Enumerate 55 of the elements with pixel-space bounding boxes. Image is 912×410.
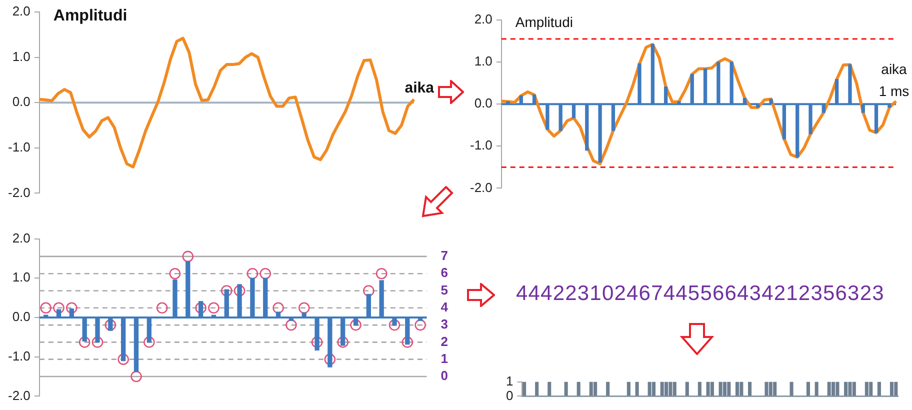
point xyxy=(66,302,78,314)
y-tick-label: 2.0 xyxy=(474,12,492,27)
y-tick-label: 2.0 xyxy=(12,230,30,246)
y2-tick-label: 1 xyxy=(440,350,448,366)
point xyxy=(272,302,284,314)
y2-tick-label: 0 xyxy=(440,368,448,384)
point xyxy=(104,319,116,331)
point xyxy=(144,336,155,348)
y2-tick-label: 5 xyxy=(440,282,448,298)
point xyxy=(220,285,232,296)
point xyxy=(169,268,181,280)
point xyxy=(414,319,426,331)
point xyxy=(363,285,374,296)
point xyxy=(182,250,194,262)
y-tick-label: 0.0 xyxy=(12,309,30,324)
y-tick-label: -2.0 xyxy=(8,388,30,403)
point xyxy=(195,302,206,314)
y-tick-label: 2.0 xyxy=(12,4,30,19)
point xyxy=(40,302,52,314)
point xyxy=(260,268,272,280)
chart-title: Amplitudi xyxy=(515,14,573,30)
point xyxy=(208,302,220,314)
y-tick-label: 0.0 xyxy=(12,94,30,110)
point xyxy=(402,336,414,348)
point xyxy=(118,354,129,365)
y2-tick-label: 6 xyxy=(440,265,448,280)
point xyxy=(286,319,297,331)
x-axis-title: aika xyxy=(404,80,435,97)
y-tick-label: 1.0 xyxy=(12,48,30,64)
point xyxy=(350,319,362,331)
chart-title: Amplitudi xyxy=(53,7,128,24)
y-tick-label: 0.0 xyxy=(474,96,492,111)
x-axis-title: aika 1 ms xyxy=(878,61,910,100)
point xyxy=(246,268,258,280)
y2-tick-label: 3 xyxy=(440,316,448,332)
point xyxy=(298,302,310,314)
y-tick-label: 1.0 xyxy=(12,270,30,285)
point xyxy=(53,302,64,314)
point xyxy=(337,336,348,348)
point xyxy=(78,336,90,348)
y2-tick-label: 2 xyxy=(440,334,448,349)
point xyxy=(376,268,388,280)
y-tick-label: 1.0 xyxy=(474,54,492,69)
point xyxy=(156,302,168,314)
y-tick-label: -2.0 xyxy=(470,180,492,195)
y2-tick-label: 7 xyxy=(440,248,448,264)
y-tick-label: -2.0 xyxy=(8,184,30,200)
y2-tick-label: 4 xyxy=(440,299,449,314)
point xyxy=(92,336,104,348)
text: 444223102467445566434212356323 xyxy=(516,282,884,306)
y-tick-label: -1.0 xyxy=(470,138,492,153)
point xyxy=(388,319,400,331)
y-tick-label: -1.0 xyxy=(8,139,30,154)
point xyxy=(130,370,142,382)
y-tick-label: -1.0 xyxy=(8,348,30,364)
